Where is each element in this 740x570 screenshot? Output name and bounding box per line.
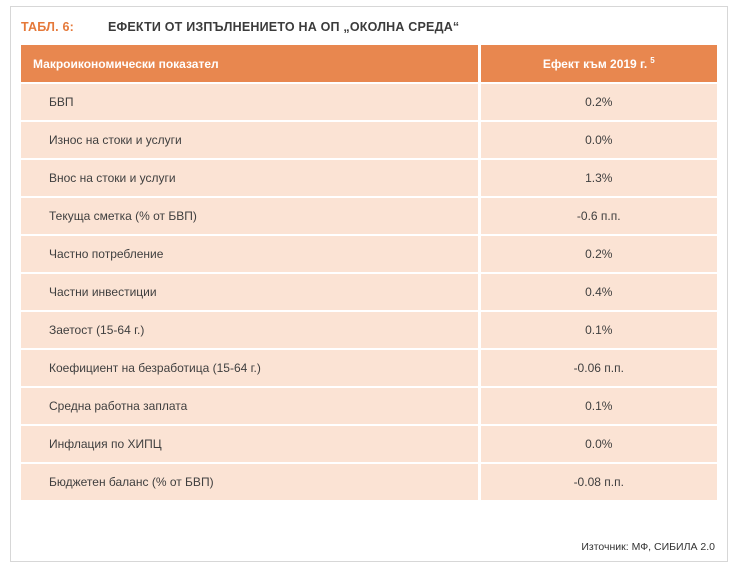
effect-cell: -0.06 п.п.: [479, 349, 717, 388]
table-caption: ТАБЛ. 6: ЕФЕКТИ ОТ ИЗПЪЛНЕНИЕТО НА ОП „ОК…: [11, 7, 727, 34]
table-row: Средна работна заплата 0.1%: [21, 387, 717, 426]
effect-cell: 0.0%: [479, 425, 717, 464]
effect-cell: 0.2%: [479, 235, 717, 274]
table-row: Текуща сметка (% от БВП) -0.6 п.п.: [21, 197, 717, 236]
header-effect-label: Ефект към 2019 г.: [542, 57, 648, 71]
indicator-cell: Частни инвестиции: [21, 273, 481, 312]
document-frame: ТАБЛ. 6: ЕФЕКТИ ОТ ИЗПЪЛНЕНИЕТО НА ОП „ОК…: [10, 6, 728, 562]
table-title: ЕФЕКТИ ОТ ИЗПЪЛНЕНИЕТО НА ОП „ОКОЛНА СРЕ…: [107, 20, 460, 34]
table-row: Частни инвестиции 0.4%: [21, 273, 717, 312]
effect-cell: 0.2%: [479, 83, 717, 122]
indicator-cell: Текуща сметка (% от БВП): [21, 197, 481, 236]
table-number-label: ТАБЛ. 6:: [21, 20, 74, 34]
effects-table: Макроикономически показател Ефект към 20…: [21, 45, 717, 502]
indicator-cell: Частно потребление: [21, 235, 481, 274]
effect-cell: -0.08 п.п.: [479, 463, 717, 502]
table-row: Инфлация по ХИПЦ 0.0%: [21, 425, 717, 464]
indicator-cell: Внос на стоки и услуги: [21, 159, 481, 198]
table-header: Макроикономически показател Ефект към 20…: [21, 45, 717, 84]
table-row: Заетост (15-64 г.) 0.1%: [21, 311, 717, 350]
table-row: Износ на стоки и услуги 0.0%: [21, 121, 717, 160]
effect-cell: 1.3%: [479, 159, 717, 198]
indicator-cell: Износ на стоки и услуги: [21, 121, 481, 160]
indicator-cell: Заетост (15-64 г.): [21, 311, 481, 350]
table-row: Коефициент на безработица (15-64 г.) -0.…: [21, 349, 717, 388]
table-row: БВП 0.2%: [21, 83, 717, 122]
effect-cell: 0.0%: [479, 121, 717, 160]
effect-cell: 0.1%: [479, 387, 717, 426]
header-effect: Ефект към 2019 г. 5: [479, 45, 717, 84]
table-row: Частно потребление 0.2%: [21, 235, 717, 274]
effect-cell: -0.6 п.п.: [479, 197, 717, 236]
source-note: Източник: МФ, СИБИЛА 2.0: [581, 541, 715, 553]
indicator-cell: Инфлация по ХИПЦ: [21, 425, 481, 464]
footnote-reference: 5: [650, 56, 655, 65]
effect-cell: 0.4%: [479, 273, 717, 312]
header-indicator: Макроикономически показател: [21, 45, 481, 84]
indicator-cell: Средна работна заплата: [21, 387, 481, 426]
table-body: БВП 0.2% Износ на стоки и услуги 0.0% Вн…: [21, 83, 717, 502]
indicator-cell: БВП: [21, 83, 481, 122]
header-row: Макроикономически показател Ефект към 20…: [21, 45, 717, 84]
table-row: Внос на стоки и услуги 1.3%: [21, 159, 717, 198]
effect-cell: 0.1%: [479, 311, 717, 350]
indicator-cell: Коефициент на безработица (15-64 г.): [21, 349, 481, 388]
table-row: Бюджетен баланс (% от БВП) -0.08 п.п.: [21, 463, 717, 502]
indicator-cell: Бюджетен баланс (% от БВП): [21, 463, 481, 502]
